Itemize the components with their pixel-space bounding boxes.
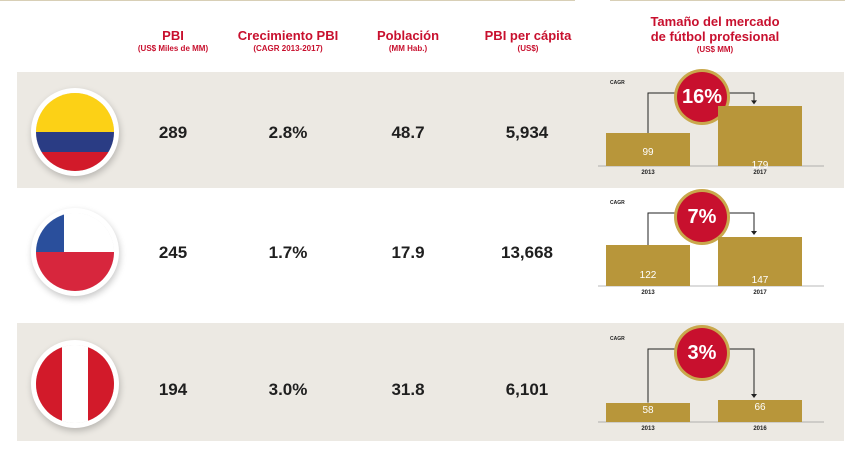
chile-year-2017: 2017 xyxy=(753,290,767,296)
colombia-bar-2013 xyxy=(606,133,690,166)
colombia-year-2017: 2017 xyxy=(753,170,767,176)
header-per-capita-unit: (US$) xyxy=(517,44,539,53)
peru-per-capita: 6,101 xyxy=(505,380,549,399)
peru-flag-icon xyxy=(36,345,114,423)
market-chart-chile: CAGR 7% 122 2013 147 2017 xyxy=(594,192,828,304)
colombia-cagr-label: CAGR xyxy=(610,80,625,86)
market-chart-peru: CAGR 3% 58 2013 66 2016 xyxy=(594,328,828,440)
top-rule-right xyxy=(610,0,845,1)
header-population-title: Población xyxy=(376,28,440,43)
top-rule-left xyxy=(0,0,575,1)
peru-bar-label-2013: 58 xyxy=(642,404,654,416)
header-market-unit: (US$ MM) xyxy=(696,45,734,54)
peru-growth: 3.0% xyxy=(268,380,308,399)
peru-bar-2016 xyxy=(718,400,802,422)
header-market-line2: de fútbol profesional xyxy=(650,29,780,44)
header-per-capita: PBI per cápita (US$) xyxy=(468,28,588,54)
header-market-line1: Tamaño del mercado xyxy=(650,14,780,29)
header-market-size: Tamaño del mercado de fútbol profesional… xyxy=(610,14,820,55)
colombia-growth: 2.8% xyxy=(268,123,308,142)
header-population-unit: (MM Hab.) xyxy=(388,44,428,53)
header-growth: Crecimiento PBI (CAGR 2013-2017) xyxy=(228,28,348,54)
header-pbi-title: PBI xyxy=(162,28,184,43)
peru-year-2013: 2013 xyxy=(641,426,655,432)
colombia-year-2013: 2013 xyxy=(641,170,655,176)
chile-cagr-label: CAGR xyxy=(610,200,625,206)
peru-cagr-badge: 3% xyxy=(677,328,727,378)
colombia-bar-label-2013: 99 xyxy=(642,146,654,158)
peru-population: 31.8 xyxy=(391,380,425,399)
header-population: Población (MM Hab.) xyxy=(353,28,463,54)
peru-year-2016: 2016 xyxy=(753,426,767,432)
peru-cagr-label: CAGR xyxy=(610,336,625,342)
colombia-population: 48.7 xyxy=(391,123,425,142)
chile-growth: 1.7% xyxy=(268,243,308,262)
chile-cagr-badge: 7% xyxy=(677,192,727,242)
colombia-per-capita: 5,934 xyxy=(505,123,549,142)
header-per-capita-title: PBI per cápita xyxy=(484,28,572,43)
chile-bar-2013 xyxy=(606,245,690,286)
colombia-bar-2017 xyxy=(718,106,802,166)
peru-bar-2013 xyxy=(606,402,690,422)
colombia-bar-label-2017: 179 xyxy=(751,159,769,171)
chile-flag-icon xyxy=(36,213,114,291)
header-pbi: PBI (US$ Miles de MM) xyxy=(118,28,228,54)
header-growth-title: Crecimiento PBI xyxy=(237,28,339,43)
colombia-pbi: 289 xyxy=(158,123,188,142)
colombia-flag-icon xyxy=(36,93,114,171)
peru-pbi: 194 xyxy=(158,380,188,399)
chile-year-2013: 2013 xyxy=(641,290,655,296)
chile-bar-label-2017: 147 xyxy=(751,274,769,286)
chile-population: 17.9 xyxy=(391,243,425,262)
chile-pbi: 245 xyxy=(158,243,188,262)
chile-per-capita: 13,668 xyxy=(501,243,553,262)
market-chart-colombia: CAGR 16% 99 2013 179 2017 xyxy=(594,72,828,184)
header-growth-unit: (CAGR 2013-2017) xyxy=(253,44,323,53)
chile-bar-label-2013: 122 xyxy=(639,270,657,282)
header-pbi-unit: (US$ Miles de MM) xyxy=(137,44,209,53)
chile-bar-2017 xyxy=(718,237,802,286)
peru-bar-label-2016: 66 xyxy=(754,402,766,413)
